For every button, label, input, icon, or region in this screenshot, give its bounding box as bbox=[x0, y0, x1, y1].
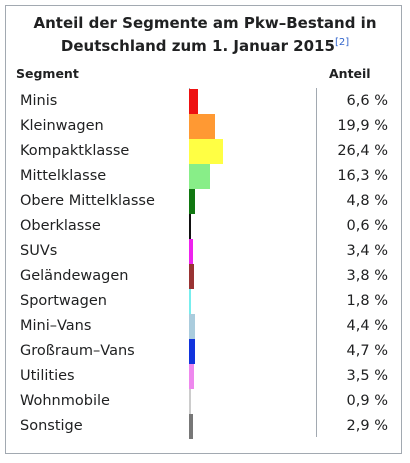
segment-row: Mini–Vans 4,4 % bbox=[0, 314, 410, 339]
segment-row: Sportwagen 1,8 % bbox=[0, 289, 410, 314]
segment-label: Sportwagen bbox=[20, 293, 107, 309]
segment-share-value: 3,4 % bbox=[346, 243, 388, 259]
segment-bar bbox=[189, 239, 194, 264]
segment-share-value: 4,4 % bbox=[346, 318, 388, 334]
segment-share-value: 4,7 % bbox=[346, 343, 388, 359]
chart-frame bbox=[5, 5, 402, 454]
segment-share-value: 19,9 % bbox=[337, 118, 388, 134]
segment-share-value: 16,3 % bbox=[337, 168, 388, 184]
segment-label: Mini–Vans bbox=[20, 318, 92, 334]
segment-row: Wohnmobile 0,9 % bbox=[0, 389, 410, 414]
segment-rows: Minis 6,6 % Kleinwagen 19,9 % Kompaktklasse 2… bbox=[0, 89, 410, 439]
segment-bar bbox=[189, 289, 192, 314]
chart-title: Anteil der Segmente am Pkw–Bestand in De… bbox=[6, 12, 404, 58]
segment-label: Utilities bbox=[20, 368, 75, 384]
segment-label: Kompaktklasse bbox=[20, 143, 130, 159]
segment-row: Geländewagen 3,8 % bbox=[0, 264, 410, 289]
segment-share-value: 26,4 % bbox=[337, 143, 388, 159]
segment-bar bbox=[189, 164, 210, 189]
title-text: Anteil der Segmente am Pkw–Bestand in De… bbox=[33, 14, 377, 55]
segment-share-value: 1,8 % bbox=[346, 293, 388, 309]
segment-share-value: 6,6 % bbox=[346, 93, 388, 109]
segment-row: Utilities 3,5 % bbox=[0, 364, 410, 389]
segment-label: Sonstige bbox=[20, 418, 83, 434]
segment-row: Obere Mittelklasse 4,8 % bbox=[0, 189, 410, 214]
segment-label: Kleinwagen bbox=[20, 118, 104, 134]
segment-bar bbox=[189, 189, 196, 214]
segment-label: Mittelklasse bbox=[20, 168, 107, 184]
segment-bar bbox=[189, 339, 196, 364]
segment-share-value: 2,9 % bbox=[346, 418, 388, 434]
segment-label: Großraum–Vans bbox=[20, 343, 135, 359]
segment-bar bbox=[189, 264, 194, 289]
segment-column-header: Segment bbox=[16, 66, 79, 81]
share-column-header: Anteil bbox=[329, 66, 371, 81]
segment-row: Mittelklasse 16,3 % bbox=[0, 164, 410, 189]
segment-label: Oberklasse bbox=[20, 218, 101, 234]
segment-share-value: 4,8 % bbox=[346, 193, 388, 209]
segment-row: Großraum–Vans 4,7 % bbox=[0, 339, 410, 364]
segment-bar bbox=[189, 89, 198, 114]
segment-bar bbox=[189, 414, 193, 439]
segment-share-value: 0,6 % bbox=[346, 218, 388, 234]
segment-label: Minis bbox=[20, 93, 58, 109]
share-divider bbox=[316, 88, 317, 437]
segment-bar bbox=[189, 314, 195, 339]
segment-label: Geländewagen bbox=[20, 268, 129, 284]
reference-link[interactable]: [2] bbox=[334, 37, 350, 48]
segment-share-value: 3,8 % bbox=[346, 268, 388, 284]
segment-row: Sonstige 2,9 % bbox=[0, 414, 410, 439]
segment-bar bbox=[189, 114, 215, 139]
segment-share-value: 3,5 % bbox=[346, 368, 388, 384]
segment-row: Kompaktklasse 26,4 % bbox=[0, 139, 410, 164]
segment-label: SUVs bbox=[20, 243, 58, 259]
segment-bar bbox=[189, 364, 194, 389]
segment-bar bbox=[189, 389, 191, 414]
segment-label: Obere Mittelklasse bbox=[20, 193, 155, 209]
segment-label: Wohnmobile bbox=[20, 393, 110, 409]
segment-row: Oberklasse 0,6 % bbox=[0, 214, 410, 239]
segment-row: SUVs 3,4 % bbox=[0, 239, 410, 264]
segment-row: Minis 6,6 % bbox=[0, 89, 410, 114]
segment-share-value: 0,9 % bbox=[346, 393, 388, 409]
segment-bar bbox=[189, 214, 191, 239]
segment-bar bbox=[189, 139, 223, 164]
segment-row: Kleinwagen 19,9 % bbox=[0, 114, 410, 139]
